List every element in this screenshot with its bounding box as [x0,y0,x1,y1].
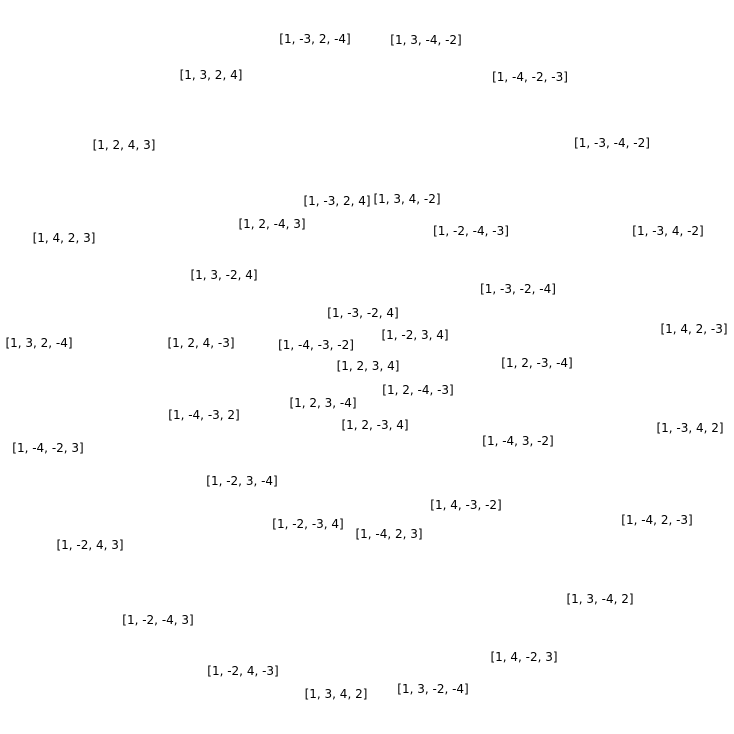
node-label: [1, -2, -3, 4] [272,517,344,531]
node-label: [1, 3, -2, 4] [190,268,258,282]
node-label: [1, -4, 3, -2] [482,434,554,448]
node-label: [1, -4, -3, 2] [168,408,240,422]
node-label: [1, -3, -4, -2] [574,136,650,150]
node-label: [1, -4, -2, 3] [12,441,84,455]
node-label: [1, -2, -4, -3] [433,224,509,238]
node-label: [1, -4, -3, -2] [278,338,354,352]
node-label: [1, 3, -4, -2] [390,33,462,47]
node-label: [1, 2, -3, -4] [501,356,573,370]
node-label: [1, -2, 3, -4] [206,474,278,488]
node-label: [1, 4, 2, 3] [32,231,96,245]
node-label: [1, -3, -2, -4] [480,282,556,296]
node-label: [1, 3, -2, -4] [397,682,469,696]
node-label: [1, 4, -2, 3] [490,650,558,664]
node-label: [1, 2, -4, -3] [382,383,454,397]
node-label: [1, 3, 2, 4] [179,68,243,82]
node-label: [1, 2, 4, 3] [92,138,156,152]
node-label: [1, -4, 2, 3] [355,527,423,541]
node-label: [1, 4, 2, -3] [660,322,728,336]
node-label: [1, -3, 2, -4] [279,32,351,46]
node-label: [1, 3, 2, -4] [5,336,73,350]
node-label: [1, 3, 4, 2] [304,687,368,701]
node-label: [1, -3, -2, 4] [327,306,399,320]
node-label: [1, -3, 4, -2] [632,224,704,238]
node-label: [1, -4, -2, -3] [492,70,568,84]
node-label: [1, 2, 4, -3] [167,336,235,350]
node-label: [1, -2, 3, 4] [381,328,449,342]
node-label: [1, 4, -3, -2] [430,498,502,512]
node-label: [1, 3, 4, -2] [373,192,441,206]
node-label: [1, 2, -4, 3] [238,217,306,231]
node-label: [1, -2, 4, 3] [56,538,124,552]
node-label: [1, -3, 4, 2] [656,421,724,435]
node-label: [1, -4, 2, -3] [621,513,693,527]
node-label: [1, 2, -3, 4] [341,418,409,432]
node-label: [1, -2, -4, 3] [122,613,194,627]
node-label: [1, -2, 4, -3] [207,664,279,678]
node-label: [1, 2, 3, 4] [336,359,400,373]
node-label: [1, 2, 3, -4] [289,396,357,410]
node-label: [1, -3, 2, 4] [303,194,371,208]
node-label: [1, 3, -4, 2] [566,592,634,606]
